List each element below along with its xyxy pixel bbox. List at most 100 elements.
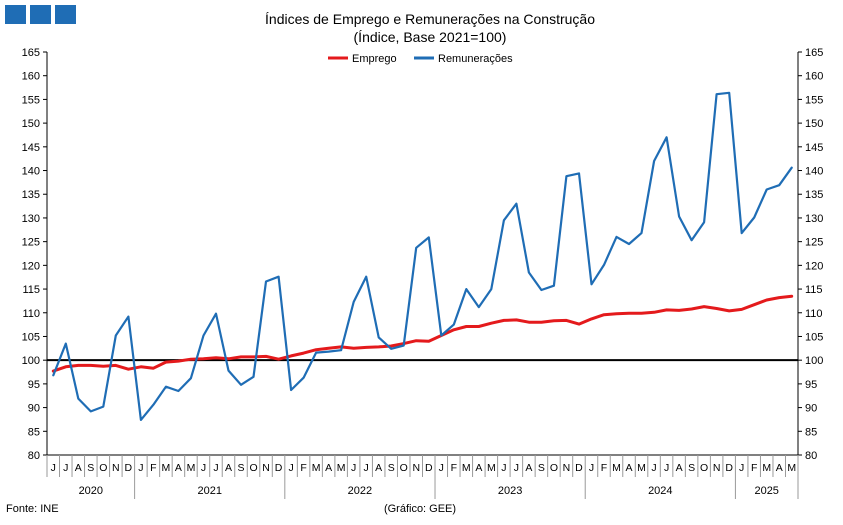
month-label: M	[462, 462, 471, 474]
series-group	[51, 91, 794, 421]
month-label: J	[664, 462, 669, 474]
y-tick-label-left-100: 100	[22, 355, 40, 367]
month-label: J	[51, 462, 56, 474]
logo-square-3	[55, 5, 76, 24]
y-tick-label-left-135: 135	[22, 189, 40, 201]
series-line-remuneracoes	[52, 91, 793, 421]
month-label: S	[688, 462, 695, 474]
y-tick-label-right-100: 100	[805, 355, 823, 367]
y-tick-label-right-140: 140	[805, 166, 823, 178]
chart-title: Índices de Emprego e Remunerações na Con…	[265, 11, 595, 27]
y-tick-label-right-160: 160	[805, 71, 823, 83]
month-label: J	[589, 462, 594, 474]
month-label: O	[700, 462, 708, 474]
y-tick-label-left-105: 105	[22, 331, 40, 343]
month-label: A	[375, 462, 382, 474]
month-label: N	[262, 462, 270, 474]
series-line-emprego	[51, 294, 794, 373]
y-tick-label-left-145: 145	[22, 142, 40, 154]
month-label: D	[725, 462, 733, 474]
month-label: S	[538, 462, 545, 474]
axes: 80 80 85 85 90 90 95 95 100 100 105 105 110 110 115 115…	[22, 47, 824, 462]
month-label: M	[637, 462, 646, 474]
year-label-2023: 2023	[498, 485, 522, 497]
y-tick-label-left-115: 115	[22, 284, 40, 296]
month-label: A	[225, 462, 232, 474]
y-tick-label-left-120: 120	[22, 260, 40, 272]
y-tick-label-right-85: 85	[805, 426, 817, 438]
month-label: A	[475, 462, 482, 474]
month-label: O	[550, 462, 558, 474]
logo-square-2	[30, 5, 51, 24]
y-tick-label-left-95: 95	[28, 379, 40, 391]
y-tick-label-left-155: 155	[22, 94, 40, 106]
month-label: M	[762, 462, 771, 474]
month-label: D	[425, 462, 433, 474]
month-label: A	[75, 462, 82, 474]
month-label: O	[249, 462, 257, 474]
month-label: S	[388, 462, 395, 474]
month-label: A	[325, 462, 332, 474]
y-tick-label-right-90: 90	[805, 403, 817, 415]
credit-note: (Gráfico: GEE)	[384, 503, 456, 515]
month-label: M	[337, 462, 346, 474]
y-tick-label-right-120: 120	[805, 260, 823, 272]
month-label: F	[751, 462, 757, 474]
logo-square-1	[5, 5, 26, 24]
year-label-2022: 2022	[348, 485, 372, 497]
y-tick-label-right-145: 145	[805, 142, 823, 154]
month-label: J	[63, 462, 68, 474]
y-tick-label-left-150: 150	[22, 118, 40, 130]
y-tick-label-left-165: 165	[22, 47, 40, 59]
month-label: D	[575, 462, 583, 474]
y-tick-label-right-105: 105	[805, 331, 823, 343]
month-label: J	[514, 462, 519, 474]
month-label: A	[175, 462, 182, 474]
month-label: N	[713, 462, 721, 474]
y-tick-label-right-130: 130	[805, 213, 823, 225]
month-label: M	[787, 462, 796, 474]
month-label: J	[739, 462, 744, 474]
month-label: N	[412, 462, 420, 474]
year-label-2020: 2020	[79, 485, 103, 497]
y-tick-label-left-110: 110	[22, 308, 40, 320]
month-label: J	[213, 462, 218, 474]
y-tick-label-left-90: 90	[28, 403, 40, 415]
y-tick-label-right-150: 150	[805, 118, 823, 130]
year-label-2025: 2025	[754, 485, 778, 497]
chart-subtitle: (Índice, Base 2021=100)	[354, 29, 507, 45]
month-label: F	[150, 462, 156, 474]
month-label: F	[601, 462, 607, 474]
y-tick-label-right-110: 110	[805, 308, 823, 320]
legend-label-remuneracoes: Remunerações	[438, 53, 513, 65]
month-label: M	[612, 462, 621, 474]
y-tick-label-right-125: 125	[805, 237, 823, 249]
y-tick-label-right-80: 80	[805, 450, 817, 462]
month-label: J	[439, 462, 444, 474]
month-label: S	[238, 462, 245, 474]
month-label: A	[525, 462, 532, 474]
month-label: J	[288, 462, 293, 474]
legend-label-emprego: Emprego	[352, 53, 397, 65]
month-label: F	[300, 462, 306, 474]
y-tick-label-left-140: 140	[22, 166, 40, 178]
month-label: J	[501, 462, 506, 474]
month-label: M	[312, 462, 321, 474]
y-tick-label-right-165: 165	[805, 47, 823, 59]
y-tick-label-right-135: 135	[805, 189, 823, 201]
month-label: N	[563, 462, 571, 474]
month-label: A	[676, 462, 683, 474]
y-tick-label-left-160: 160	[22, 71, 40, 83]
month-label: O	[99, 462, 107, 474]
month-label: J	[138, 462, 143, 474]
month-label: D	[125, 462, 133, 474]
month-label: F	[451, 462, 457, 474]
month-label: M	[487, 462, 496, 474]
month-label: M	[162, 462, 171, 474]
year-label-2021: 2021	[197, 485, 221, 497]
source-note: Fonte: INE	[6, 503, 59, 515]
month-label: D	[275, 462, 283, 474]
legend: Emprego Remunerações	[328, 53, 513, 65]
month-label: M	[187, 462, 196, 474]
